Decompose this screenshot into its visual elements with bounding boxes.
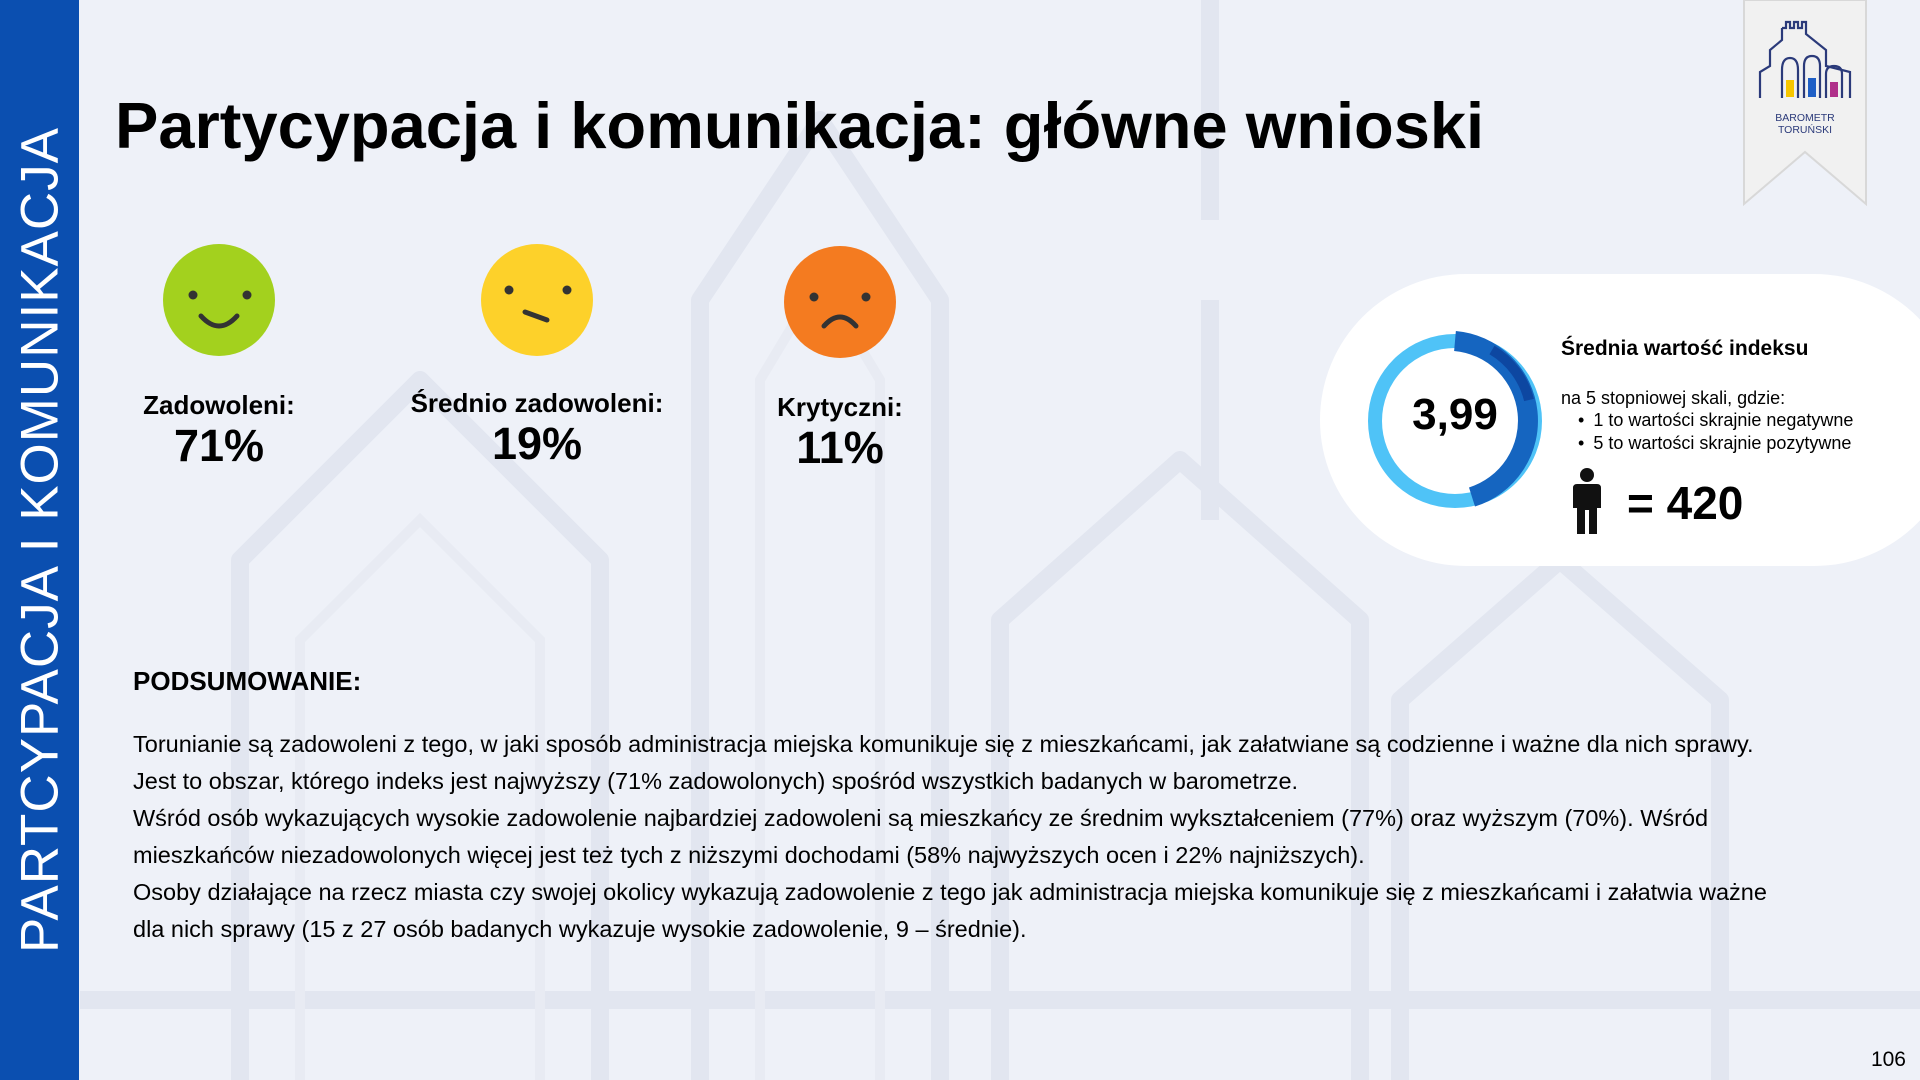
summary-line: Wśród osób wykazujących wysokie zadowole… (133, 805, 1709, 831)
logo-wordmark: BAROMETR TORUŃSKI (1775, 112, 1835, 136)
list-item: 1 to wartości skrajnie negatywne (1578, 409, 1853, 432)
sidebar-section-label: PARTCYPACJA I KOMUNIKACJA (10, 126, 70, 954)
satisfied-percentage: 71% (173, 420, 265, 471)
sidebar: PARTCYPACJA I KOMUNIKACJA (0, 0, 79, 1080)
index-scale-list: 1 to wartości skrajnie negatywne 5 to wa… (1578, 409, 1853, 455)
index-scale-note: na 5 stopniowej skali, gdzie: (1561, 388, 1786, 408)
critical-label: Krytyczni: (777, 392, 903, 422)
castle-icon (1758, 20, 1852, 98)
neutral-face-icon (481, 244, 593, 356)
moderately-satisfied-label: Średnio zadowoleni: (410, 388, 664, 418)
summary-line: Torunianie są zadowoleni z tego, w jaki … (133, 731, 1754, 757)
frowning-face-icon (784, 246, 896, 358)
summary-line: mieszkańców niezadowolonych więcej jest … (133, 842, 1365, 868)
respondents-count: = 420 (1627, 477, 1744, 529)
page-title: Partycypacja i komunikacja: główne wnios… (115, 89, 1485, 162)
summary-line: Osoby działające na rzecz miasta czy swo… (133, 879, 1767, 905)
summary-line: dla nich sprawy (15 z 27 osób badanych w… (133, 916, 1027, 942)
summary-line: Jest to obszar, którego indeks jest najw… (133, 768, 1299, 794)
index-title: Średnia wartość indeksu (1561, 337, 1809, 360)
barometr-torunski-logo: BAROMETR TORUŃSKI (1742, 0, 1868, 207)
index-value: 3,99 (1412, 390, 1498, 439)
person-icon (1573, 468, 1601, 534)
satisfied-label: Zadowoleni: (143, 390, 295, 420)
summary-heading: PODSUMOWANIE: (133, 666, 362, 696)
index-ring-icon (1368, 331, 1542, 508)
critical-percentage: 11% (796, 422, 884, 473)
list-item: 5 to wartości skrajnie pozytywne (1578, 432, 1853, 455)
page-number: 106 (1870, 1048, 1906, 1071)
moderately-satisfied-percentage: 19% (491, 418, 583, 469)
smiling-face-icon (163, 244, 275, 356)
summary-text: Torunianie są zadowoleni z tego, w jaki … (133, 726, 1893, 948)
